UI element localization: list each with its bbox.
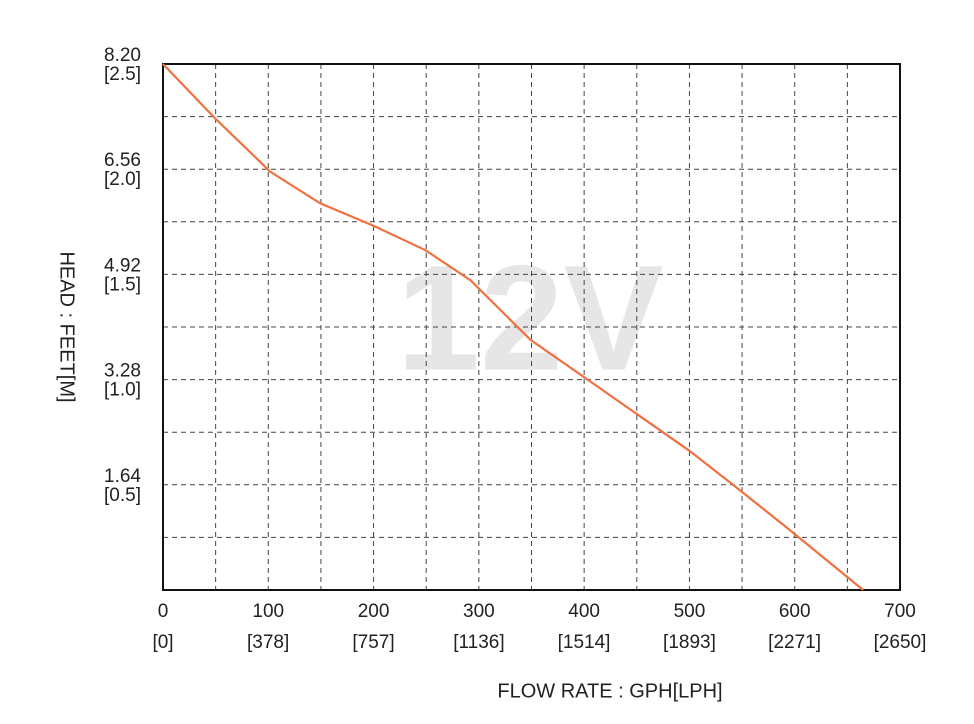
x2-tick-label: [757]: [352, 632, 394, 653]
x-tick-label: 700: [884, 601, 916, 622]
x-tick-label: 500: [674, 601, 706, 622]
x2-tick-label: [1136]: [453, 632, 504, 653]
x2-tick-label: [1893]: [663, 632, 716, 653]
y-tick-label: 6.56: [104, 150, 141, 171]
y-tick-label: 4.92: [104, 255, 141, 276]
y-tick-label: 8.20: [104, 45, 141, 66]
x-tick-label: 200: [358, 601, 390, 622]
x2-tick-label: [1514]: [558, 632, 611, 653]
x2-tick-label: [378]: [247, 632, 289, 653]
curve: [162, 63, 864, 591]
plot-frame: [162, 63, 901, 591]
x-tick-label: 600: [779, 601, 811, 622]
y-tick-label: 1.64: [104, 466, 141, 487]
x2-tick-label: [0]: [152, 632, 173, 653]
y2-tick-label: [2.5]: [104, 64, 141, 85]
x-tick-label: 100: [252, 601, 284, 622]
y2-tick-label: [1.0]: [104, 380, 141, 401]
y2-tick-label: [0.5]: [104, 485, 141, 506]
y2-tick-label: [2.0]: [104, 169, 141, 190]
x2-tick-label: [2650]: [874, 632, 927, 653]
x-tick-label: 300: [463, 601, 495, 622]
y2-tick-label: [1.5]: [104, 274, 141, 295]
y-axis-label: HEAD : FEET[M]: [56, 251, 78, 402]
x-tick-label: 400: [568, 601, 600, 622]
y-tick-label: 3.28: [104, 361, 141, 382]
x-axis-label: FLOW RATE : GPH[LPH]: [497, 680, 722, 702]
x2-tick-label: [2271]: [768, 632, 821, 653]
x-tick-label: 0: [158, 601, 169, 622]
